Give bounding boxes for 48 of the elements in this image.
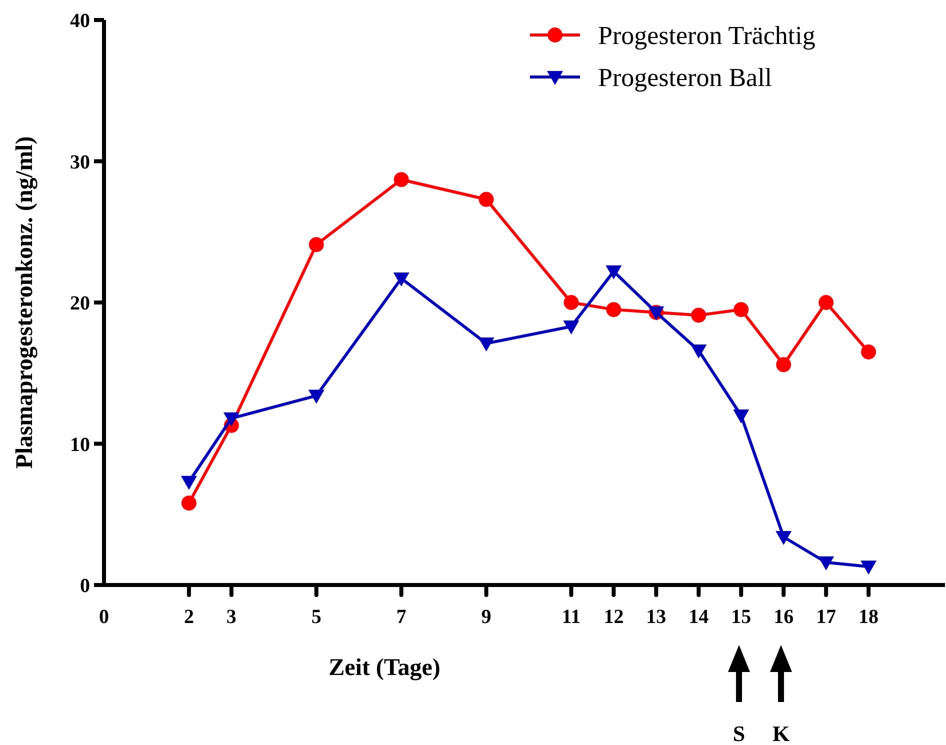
y-tick-label: 10 xyxy=(70,434,90,456)
point xyxy=(606,265,622,280)
point xyxy=(223,412,240,426)
point xyxy=(734,302,749,318)
y-tick-label: 20 xyxy=(70,292,90,314)
point xyxy=(691,308,706,323)
point xyxy=(181,496,196,511)
point xyxy=(478,337,494,352)
point xyxy=(394,172,409,188)
x-tick-label: 9 xyxy=(481,606,492,628)
x-tick-label: 17 xyxy=(816,606,836,628)
x-tick-label: 5 xyxy=(311,606,322,628)
x-tick-label: 18 xyxy=(858,606,879,628)
point xyxy=(818,556,834,570)
point xyxy=(393,272,410,286)
point xyxy=(776,530,792,545)
point xyxy=(860,560,877,575)
y-axis-title: Plasmaprogesteronkonz. (ng/ml) xyxy=(12,136,38,469)
point xyxy=(308,390,324,404)
x-tick-label: 16 xyxy=(774,606,794,628)
point xyxy=(776,357,792,372)
y-tick-label: 0 xyxy=(80,575,90,597)
point xyxy=(606,302,622,318)
x-tick-label: 3 xyxy=(226,606,236,628)
y-tick-label: 40 xyxy=(70,10,90,32)
point xyxy=(818,295,834,310)
x-axis-title: Zeit (Tage) xyxy=(328,655,440,681)
x-tick-label: 0 xyxy=(99,606,109,628)
text: S xyxy=(732,721,746,745)
point xyxy=(564,295,579,310)
x-tick-label: 11 xyxy=(562,606,581,628)
x-tick-label: 2 xyxy=(184,606,194,628)
point xyxy=(308,237,324,252)
point xyxy=(180,476,197,490)
point xyxy=(478,192,494,207)
text: K xyxy=(772,721,790,745)
legend-label: Progesteron Ball xyxy=(598,63,772,92)
legend-label: Progesteron Trächtig xyxy=(598,21,816,50)
x-tick-label: 12 xyxy=(604,606,624,628)
point xyxy=(563,320,580,335)
x-tick-label: 7 xyxy=(396,606,406,628)
x-tick-label: 13 xyxy=(646,606,666,628)
x-tick-label: 14 xyxy=(688,606,709,628)
x-tick-label: 15 xyxy=(731,606,752,628)
y-tick-label: 30 xyxy=(70,151,90,174)
point xyxy=(690,344,707,359)
point xyxy=(861,344,876,360)
point xyxy=(733,410,750,424)
